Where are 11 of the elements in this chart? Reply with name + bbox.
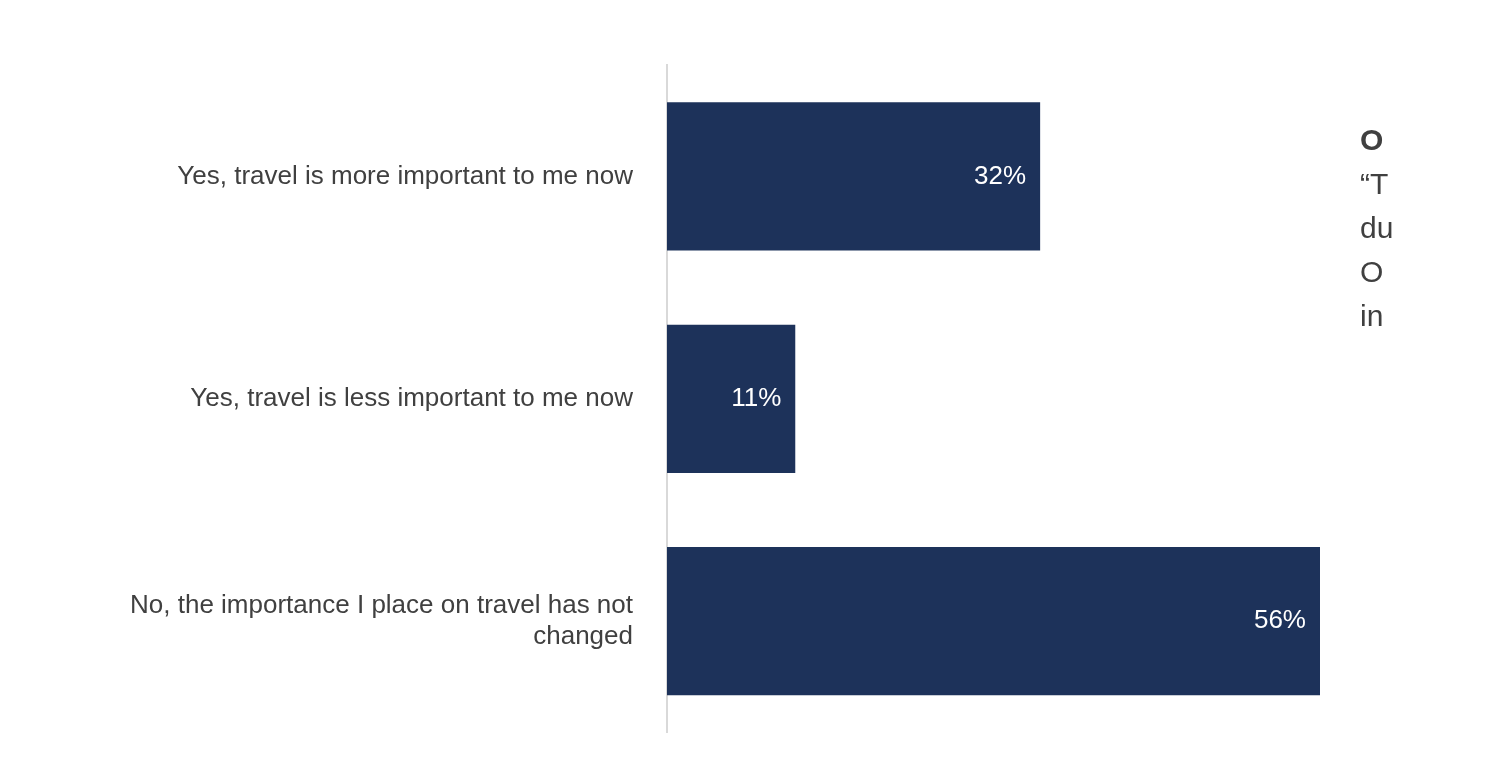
y-tick-label: No, the importance I place on travel has not changed — [130, 588, 634, 650]
data-label: 11% — [731, 381, 782, 412]
text: in — [1360, 298, 1385, 334]
data-label: 56% — [1253, 604, 1306, 635]
data-label: 32% — [974, 159, 1027, 190]
text: “T — [1360, 166, 1390, 202]
text: du — [1360, 210, 1394, 246]
y-tick-label: Yes, travel is less important to me now — [190, 381, 634, 412]
y-tick-label: Yes, travel is more important to me now — [177, 159, 634, 190]
text: O — [1360, 254, 1385, 290]
text: O — [1360, 122, 1385, 158]
